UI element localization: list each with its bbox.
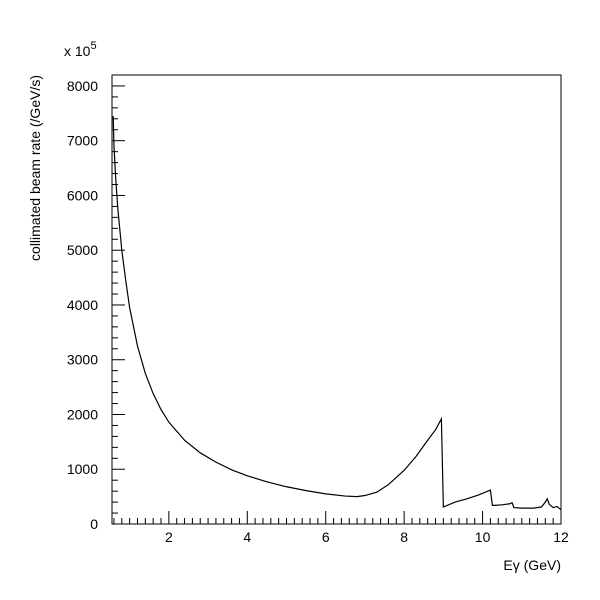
series-line [112,116,562,511]
y-tick-label: 6000 [67,187,98,203]
y-tick-label: 8000 [67,78,98,94]
x-tick-label: 8 [400,529,408,545]
y-multiplier: x 105 [64,40,97,59]
y-multiplier-label: x 10 [64,43,91,59]
plot-frame [111,74,562,525]
y-tick-label: 4000 [67,297,98,313]
x-tick-label: 2 [165,529,173,545]
x-tick-label: 12 [553,529,569,545]
x-tick-label: 6 [322,529,330,545]
y-tick-label: 3000 [67,352,98,368]
y-tick-label: 0 [90,516,98,532]
x-tick-label: 10 [475,529,491,545]
axis-ticks [112,74,562,525]
y-tick-label: 7000 [67,133,98,149]
y-tick-label: 2000 [67,406,98,422]
y-multiplier-exponent: 5 [90,40,96,52]
x-axis-title: Eγ (GeV) [503,557,561,573]
y-tick-label: 1000 [67,461,98,477]
y-tick-label: 5000 [67,242,98,258]
y-axis-title: collimated beam rate (/GeV/s) [27,75,43,261]
tick-labels: 2 4 6 8 10 12 0 1000 2000 3000 4000 5000 6000 7000 800… [67,78,569,545]
x-tick-label: 4 [243,529,251,545]
